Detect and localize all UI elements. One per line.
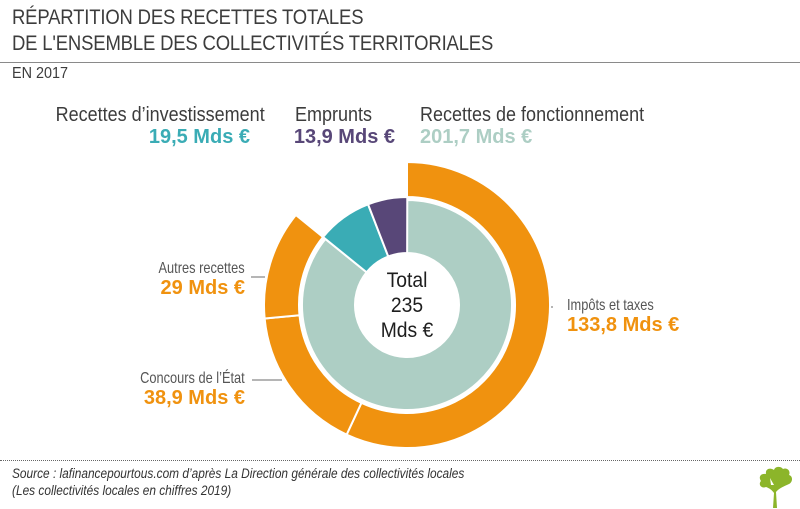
total-label: Total 235 Mds € — [359, 268, 455, 343]
label-concours-etat-name: Concours de l’État — [140, 370, 245, 387]
inner-slice-recettes-de-fonctionnement — [301, 198, 513, 411]
legend-emprunts: Emprunts 13,9 Mds € — [272, 104, 395, 148]
label-autres-recettes-value: 29 Mds € — [160, 277, 245, 299]
donut-center-hole — [356, 254, 458, 356]
legend-fonctionnement-label: Recettes de fonctionnement — [420, 104, 645, 126]
legend-emprunts-label: Emprunts — [294, 104, 373, 126]
legend-fonctionnement-value: 201,7 Mds € — [420, 126, 533, 148]
tree-logo-icon — [759, 466, 792, 508]
label-impots-taxes-value: 133,8 Mds € — [567, 314, 680, 336]
source-note: Source : lafinancepourtous.com d’après L… — [12, 465, 464, 499]
label-impots-taxes: Impôts et taxes 133,8 Mds € — [567, 296, 679, 336]
title-divider — [0, 62, 800, 63]
label-autres-recettes: Autres recettes 29 Mds € — [137, 259, 245, 299]
legend-investissement-value: 19,5 Mds € — [148, 126, 250, 148]
label-concours-etat-value: 38,9 Mds € — [143, 387, 245, 409]
outer-slice-autres-recettes — [263, 213, 325, 320]
legend-fonctionnement: Recettes de fonctionnement 201,7 Mds € — [420, 104, 669, 148]
chart-subtitle: EN 2017 — [12, 65, 69, 82]
total-label-line1: Total — [386, 269, 428, 292]
outer-slice-impots-et-taxes — [345, 160, 551, 449]
label-autres-recettes-name: Autres recettes — [158, 260, 245, 277]
total-label-line3: Mds € — [380, 319, 434, 342]
label-concours-etat: Concours de l’État 38,9 Mds € — [114, 369, 245, 409]
footer-divider — [0, 460, 800, 461]
legend-investissement-label: Recettes d’investissement — [55, 104, 265, 126]
chart-title-line2: DE L'ENSEMBLE DES COLLECTIVITÉS TERRITOR… — [12, 31, 494, 55]
chart-title: RÉPARTITION DES RECETTES TOTALES DE L'EN… — [12, 4, 493, 56]
inner-slice-emprunts — [366, 195, 409, 258]
label-impots-taxes-name: Impôts et taxes — [567, 297, 654, 314]
legend-investissement: Recettes d’investissement 19,5 Mds € — [34, 104, 265, 148]
chart-title-line1: RÉPARTITION DES RECETTES TOTALES — [12, 5, 364, 29]
total-label-line2: 235 — [390, 294, 424, 317]
legend-emprunts-value: 13,9 Mds € — [293, 126, 395, 148]
source-line2: (Les collectivités locales en chiffres 2… — [12, 483, 232, 498]
source-line1: Source : lafinancepourtous.com d’après L… — [12, 466, 465, 481]
